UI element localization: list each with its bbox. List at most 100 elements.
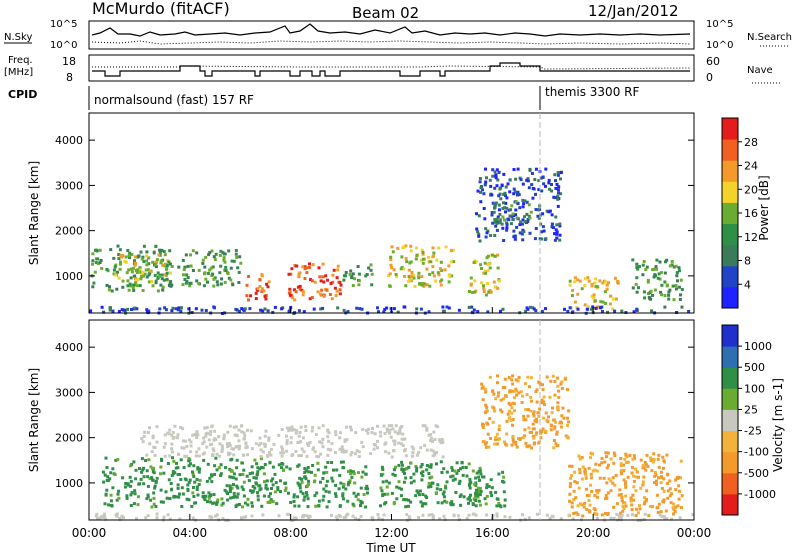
echo-cell — [511, 435, 515, 438]
echo-cell — [153, 484, 157, 488]
echo-cell — [399, 442, 403, 446]
echo-cell — [672, 512, 675, 516]
echo-cell — [660, 514, 664, 518]
echo-cell — [350, 276, 354, 280]
echo-cell — [657, 502, 661, 506]
echo-cell — [195, 436, 199, 439]
echo-cell — [478, 466, 482, 470]
echo-cell — [498, 187, 502, 191]
echo-cell — [134, 477, 138, 481]
echo-cell — [269, 498, 273, 502]
echo-cell — [557, 185, 561, 189]
echo-cell — [405, 498, 409, 502]
echo-cell — [543, 403, 546, 407]
echo-cell — [480, 267, 483, 270]
echo-cell — [183, 265, 187, 269]
echo-cell — [206, 462, 210, 466]
echo-cell — [660, 487, 664, 490]
echo-cell — [227, 249, 231, 253]
echo-cell — [339, 283, 343, 287]
echo-cell — [322, 294, 326, 298]
echo-cell — [606, 310, 610, 314]
echo-cell — [303, 495, 307, 499]
echo-cell — [94, 514, 98, 518]
echo-cell — [264, 483, 268, 487]
echo-cell — [484, 390, 488, 394]
echo-cell — [224, 269, 228, 273]
echo-cell — [167, 260, 171, 264]
echo-cell — [344, 449, 348, 453]
echo-cell — [196, 433, 200, 437]
echo-cell — [474, 260, 478, 263]
echo-cell — [493, 203, 497, 207]
echo-cell — [468, 498, 472, 502]
echo-cell — [147, 262, 151, 266]
echo-cell — [276, 486, 280, 490]
echo-cell — [421, 474, 425, 478]
echo-cell — [560, 414, 564, 418]
echo-cell — [680, 305, 684, 309]
echo-cell — [494, 201, 498, 205]
echo-cell — [259, 448, 263, 452]
echo-cell — [253, 486, 257, 490]
echo-cell — [624, 504, 628, 508]
echo-cell — [607, 281, 610, 285]
echo-cell — [606, 451, 610, 455]
echo-cell — [458, 479, 462, 483]
echo-cell — [174, 307, 178, 311]
echo-cell — [321, 275, 325, 279]
echo-cell — [182, 446, 186, 450]
echo-cell — [598, 463, 601, 467]
echo-cell — [324, 465, 328, 469]
echo-cell — [302, 310, 306, 314]
echo-cell — [241, 472, 245, 476]
echo-cell — [545, 209, 549, 213]
echo-cell — [646, 278, 650, 282]
echo-cell — [405, 260, 409, 264]
echo-cell — [268, 461, 272, 465]
echo-cell — [197, 282, 201, 285]
echo-cell — [444, 484, 447, 488]
echo-cell — [472, 308, 476, 312]
echo-cell — [477, 214, 481, 218]
echo-cell — [145, 275, 149, 279]
echo-cell — [397, 463, 401, 467]
echo-cell — [195, 488, 199, 491]
echo-cell — [225, 490, 229, 494]
echo-cell — [527, 214, 531, 218]
echo-cell — [354, 452, 357, 456]
echo-cell — [380, 517, 384, 521]
echo-cell — [139, 477, 143, 481]
echo-cell — [447, 280, 451, 284]
echo-cell — [572, 512, 576, 515]
echo-cell — [659, 290, 663, 294]
echo-cell — [301, 515, 304, 519]
echo-cell — [273, 305, 277, 309]
echo-cell — [139, 270, 143, 274]
echo-cell — [497, 221, 501, 225]
echo-cell — [655, 258, 659, 262]
echo-cell — [414, 257, 418, 261]
echo-cell — [193, 480, 197, 484]
echo-cell — [338, 436, 342, 440]
echo-cell — [412, 472, 416, 476]
echo-cell — [256, 494, 260, 498]
echo-cell — [259, 487, 263, 491]
echo-cell — [566, 309, 570, 313]
echo-cell — [644, 468, 648, 472]
echo-cell — [554, 228, 558, 232]
echo-cell — [451, 478, 455, 482]
echo-cell — [311, 279, 314, 283]
echo-cell — [620, 309, 624, 313]
echo-cell — [249, 429, 253, 433]
echo-cell — [127, 254, 131, 258]
echo-cell — [679, 459, 683, 463]
echo-cell — [114, 273, 118, 277]
echo-cell — [259, 308, 263, 312]
echo-cell — [356, 492, 360, 496]
echo-cell — [469, 282, 473, 286]
echo-cell — [669, 501, 673, 505]
echo-cell — [468, 495, 472, 499]
colorbar-tick-label: -100 — [744, 446, 769, 459]
freq-label-2: [MHz] — [4, 67, 33, 78]
